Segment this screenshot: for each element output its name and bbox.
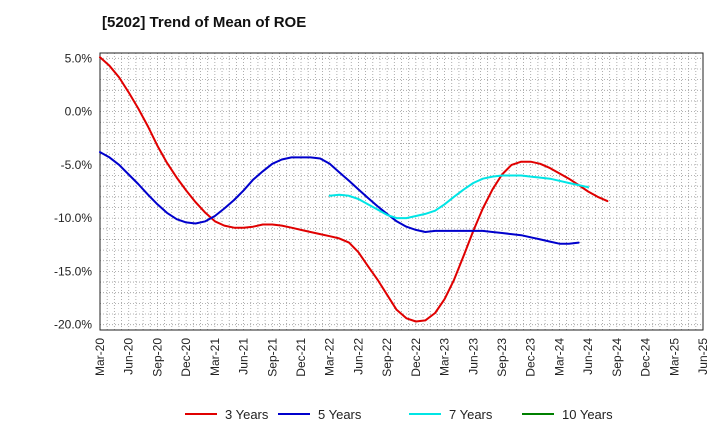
x-tick-label: Jun-24 <box>581 338 595 375</box>
x-tick-label: Dec-22 <box>409 338 423 377</box>
x-tick-label: Sep-23 <box>495 338 509 377</box>
plot-frame <box>99 52 704 331</box>
y-tick-label: -20.0% <box>54 318 92 332</box>
legend-item: 7 Years <box>409 407 493 422</box>
series-layer <box>99 56 609 323</box>
x-tick-label: Sep-22 <box>380 338 394 377</box>
x-tick-label: Sep-24 <box>610 338 624 377</box>
x-tick-label: Jun-23 <box>466 338 480 375</box>
y-tick-label: -10.0% <box>54 211 92 225</box>
legend-item: 3 Years <box>185 407 269 422</box>
x-axis-ticks: Mar-20 Jun-20 Sep-20 Dec-20 Mar-21 Jun-21 Sep-… <box>93 338 710 377</box>
x-tick-label: Mar-20 <box>93 338 107 376</box>
x-tick-label: Mar-24 <box>552 338 566 376</box>
x-tick-label: Mar-21 <box>208 338 222 376</box>
x-tick-label: Jun-25 <box>696 338 710 375</box>
x-tick-label: Jun-21 <box>237 338 251 375</box>
legend-label: 3 Years <box>225 407 269 422</box>
x-tick-label: Jun-20 <box>122 338 136 375</box>
chart-title: [5202] Trend of Mean of ROE <box>102 14 307 31</box>
y-axis-ticks: 5.0% 0.0% -5.0% -10.0% -15.0% -20.0% <box>54 51 92 331</box>
grid-layer <box>100 53 703 330</box>
x-tick-label: Mar-22 <box>323 338 337 376</box>
legend-label: 7 Years <box>449 407 493 422</box>
x-tick-label: Mar-25 <box>667 338 681 376</box>
series-line-5-years <box>99 151 580 245</box>
x-tick-label: Dec-21 <box>294 338 308 377</box>
legend-label: 10 Years <box>562 407 613 422</box>
legend: 3 Years 5 Years 7 Years 10 Years <box>185 407 613 422</box>
x-tick-label: Sep-21 <box>265 338 279 377</box>
series-line-3-years <box>99 56 609 323</box>
legend-item: 10 Years <box>522 407 613 422</box>
x-tick-label: Dec-20 <box>179 338 193 377</box>
x-tick-label: Sep-20 <box>150 338 164 377</box>
x-tick-label: Mar-23 <box>438 338 452 376</box>
legend-label: 5 Years <box>318 407 362 422</box>
y-tick-label: -15.0% <box>54 264 92 278</box>
x-tick-label: Dec-23 <box>524 338 538 377</box>
x-tick-label: Dec-24 <box>639 338 653 377</box>
x-tick-label: Jun-22 <box>351 338 365 375</box>
legend-item: 5 Years <box>278 407 362 422</box>
y-tick-label: 0.0% <box>65 105 93 119</box>
series-line-7-years <box>328 174 590 220</box>
y-tick-label: -5.0% <box>61 158 93 172</box>
y-tick-label: 5.0% <box>65 51 93 65</box>
